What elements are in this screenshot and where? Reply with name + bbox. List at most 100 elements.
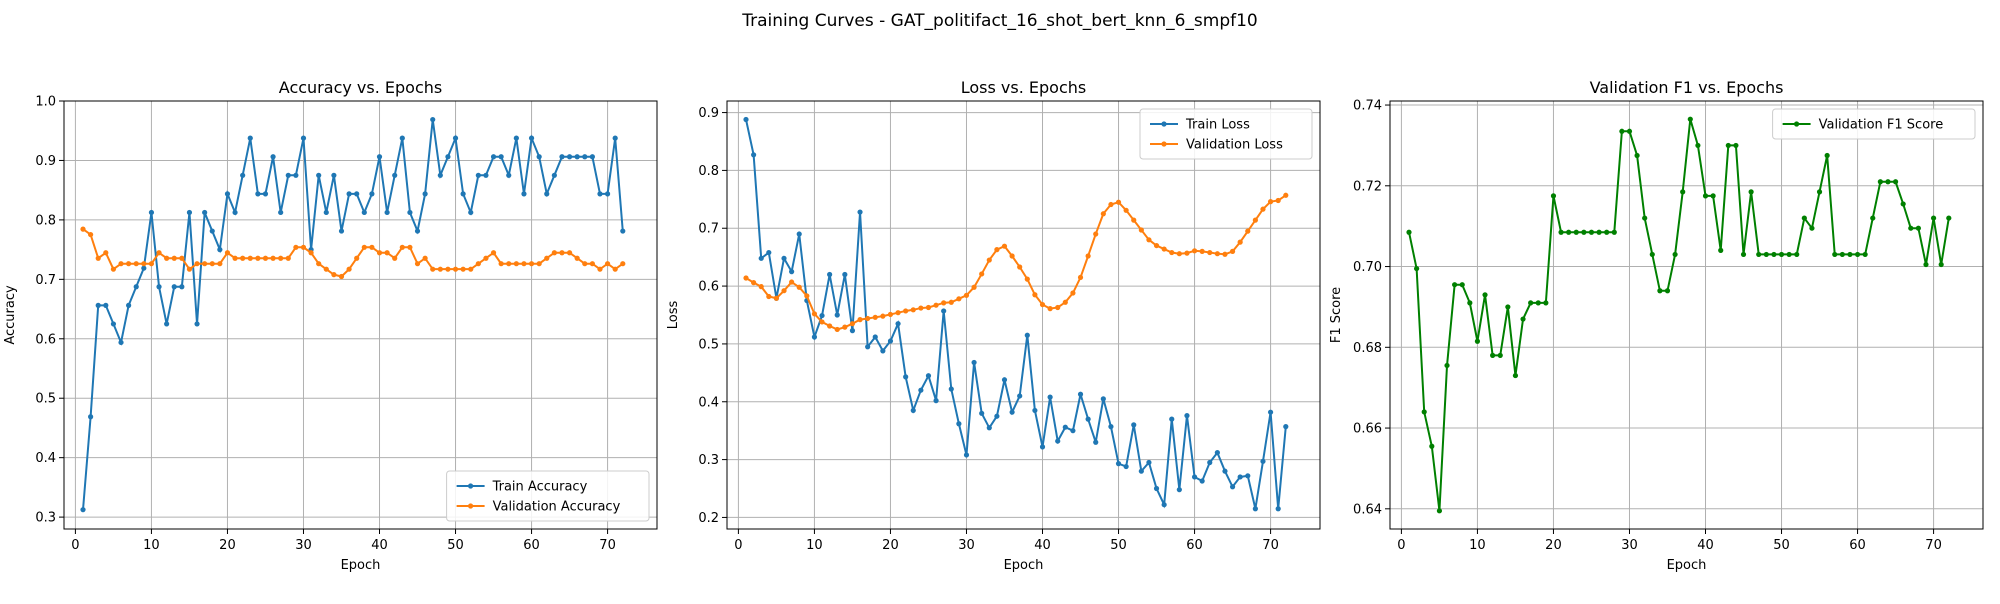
data-point bbox=[1756, 251, 1762, 258]
data-point bbox=[1123, 463, 1129, 470]
data-point bbox=[209, 261, 215, 267]
data-point bbox=[1138, 468, 1144, 474]
data-point bbox=[1832, 251, 1838, 258]
data-point bbox=[300, 135, 307, 141]
data-point bbox=[834, 312, 840, 318]
data-point bbox=[1771, 251, 1777, 258]
x-tick-label: 50 bbox=[1773, 538, 1790, 553]
data-point bbox=[849, 328, 856, 334]
data-point bbox=[872, 314, 878, 320]
data-point bbox=[103, 250, 109, 256]
data-point bbox=[1024, 276, 1030, 282]
data-point bbox=[498, 154, 504, 160]
y-axis-label: Accuracy bbox=[3, 285, 18, 345]
data-point bbox=[544, 255, 550, 261]
data-point bbox=[323, 209, 329, 216]
x-tick-label: 50 bbox=[1110, 538, 1127, 553]
data-point bbox=[1009, 253, 1015, 259]
data-point bbox=[1146, 237, 1152, 243]
data-point bbox=[1017, 393, 1023, 399]
data-point bbox=[475, 172, 481, 178]
data-point bbox=[1923, 261, 1929, 268]
data-point bbox=[262, 191, 269, 197]
y-tick-label: 0.7 bbox=[35, 273, 56, 288]
data-point bbox=[156, 284, 162, 290]
data-point bbox=[80, 507, 86, 513]
data-point bbox=[1100, 396, 1106, 402]
x-tick-label: 40 bbox=[371, 538, 388, 553]
data-point bbox=[224, 191, 231, 197]
data-point bbox=[1245, 228, 1251, 234]
data-point bbox=[1778, 251, 1785, 258]
data-point bbox=[1877, 179, 1883, 185]
data-point bbox=[1573, 229, 1579, 235]
data-point bbox=[300, 244, 307, 250]
data-point bbox=[437, 172, 443, 178]
data-point bbox=[1938, 261, 1944, 268]
data-point bbox=[1085, 416, 1091, 422]
data-point bbox=[1283, 192, 1289, 198]
x-tick-label: 70 bbox=[1262, 538, 1279, 553]
y-tick-label: 0.5 bbox=[698, 337, 719, 352]
data-point bbox=[285, 172, 291, 178]
data-point bbox=[1017, 264, 1023, 270]
data-point bbox=[1093, 231, 1099, 237]
data-point bbox=[834, 326, 840, 333]
data-point bbox=[559, 154, 565, 160]
legend-label: Validation F1 Score bbox=[1819, 118, 1944, 133]
y-tick-label: 0.6 bbox=[698, 280, 719, 295]
legend-marker bbox=[1161, 121, 1167, 127]
data-point bbox=[1062, 299, 1068, 305]
data-point bbox=[338, 228, 345, 234]
y-tick-label: 0.5 bbox=[35, 392, 56, 407]
data-point bbox=[217, 247, 223, 253]
data-point bbox=[232, 209, 238, 216]
data-point bbox=[194, 321, 200, 327]
data-point bbox=[758, 284, 764, 290]
data-point bbox=[1801, 215, 1807, 221]
data-point bbox=[880, 313, 886, 319]
data-point bbox=[1214, 251, 1220, 257]
data-point bbox=[468, 266, 474, 272]
data-point bbox=[513, 261, 519, 267]
y-tick-label: 0.70 bbox=[1353, 260, 1382, 275]
data-point bbox=[842, 271, 848, 278]
data-point bbox=[1634, 152, 1640, 159]
data-point bbox=[361, 244, 367, 250]
legend-label: Validation Loss bbox=[1186, 138, 1283, 153]
data-point bbox=[1176, 251, 1182, 257]
data-point bbox=[156, 250, 162, 256]
legend-marker bbox=[1161, 141, 1167, 147]
data-point bbox=[1581, 229, 1587, 235]
data-point bbox=[1039, 301, 1046, 308]
y-tick-label: 0.7 bbox=[698, 222, 719, 237]
data-point bbox=[369, 244, 375, 250]
data-point bbox=[963, 452, 970, 458]
chart-title: Loss vs. Epochs bbox=[961, 78, 1086, 97]
data-point bbox=[430, 266, 436, 272]
data-point bbox=[781, 255, 787, 261]
data-point bbox=[1070, 290, 1076, 296]
y-axis-label: Loss bbox=[666, 301, 681, 330]
data-point bbox=[278, 209, 284, 216]
data-point bbox=[1406, 229, 1412, 235]
x-tick-label: 50 bbox=[447, 538, 464, 553]
data-point bbox=[1207, 459, 1213, 466]
legend: Train Loss Validation Loss bbox=[1139, 108, 1313, 160]
data-point bbox=[956, 296, 962, 302]
data-point bbox=[1199, 248, 1205, 254]
data-point bbox=[1809, 225, 1815, 231]
data-point bbox=[1930, 215, 1937, 221]
data-point bbox=[414, 261, 421, 267]
data-point bbox=[392, 172, 398, 178]
data-point bbox=[118, 339, 124, 346]
y-tick-label: 0.72 bbox=[1353, 179, 1382, 194]
data-point bbox=[1184, 413, 1190, 419]
data-point bbox=[544, 191, 550, 197]
legend-label: Train Accuracy bbox=[492, 480, 588, 495]
chart-title: Accuracy vs. Epochs bbox=[279, 78, 442, 97]
x-tick-label: 30 bbox=[958, 538, 975, 553]
data-point bbox=[1794, 251, 1800, 258]
data-point bbox=[422, 191, 428, 197]
data-point bbox=[285, 255, 291, 261]
